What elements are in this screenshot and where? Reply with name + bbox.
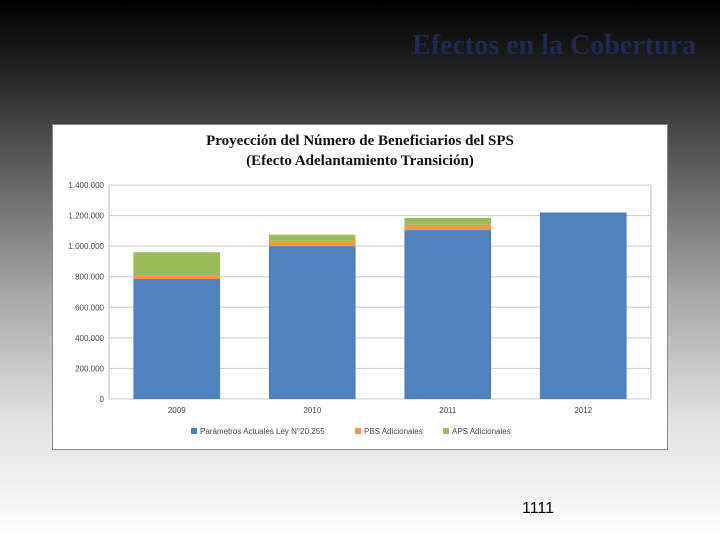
x-tick-label: 2011: [439, 406, 457, 415]
y-tick-label: 600.000: [75, 303, 104, 312]
legend-swatch: [443, 428, 449, 434]
x-tick-label: 2009: [168, 406, 186, 415]
bar-segment: [268, 246, 356, 399]
page-number: 1111: [522, 500, 555, 517]
legend-swatch: [355, 428, 361, 434]
legend-label: Parámetros Actuales Ley N°20.255: [200, 427, 325, 436]
y-tick-label: 800.000: [75, 273, 104, 282]
bar-segment: [404, 217, 492, 225]
legend-swatch: [191, 428, 197, 434]
bar-segment: [404, 224, 492, 231]
y-tick-label: 1.200.000: [68, 212, 104, 221]
chart-subtitle: (Efecto Adelantamiento Transición): [246, 153, 474, 169]
bar-segment: [539, 212, 627, 399]
legend-label: APS Adicionales: [452, 427, 511, 436]
slide-title: Efectos en la Cobertura: [412, 30, 696, 61]
bar-segment: [268, 234, 356, 241]
y-tick-label: 400.000: [75, 334, 104, 343]
bar-segment: [133, 279, 221, 399]
legend-label: PBS Adicionales: [364, 427, 423, 436]
bar-segment: [268, 240, 356, 247]
bar-segment: [133, 275, 221, 280]
x-tick-label: 2010: [303, 406, 321, 415]
x-tick-label: 2012: [574, 406, 592, 415]
bar-chart: 0 200.000 400.000 600.000 800.000 1.000.000 1.…: [68, 181, 652, 436]
y-tick-label: 200.000: [75, 364, 104, 373]
y-tick-label: 1.400.000: [68, 181, 104, 190]
y-tick-label: 1.000.000: [68, 242, 104, 251]
chart-panel: Proyección del Número de Beneficiarios d…: [52, 124, 668, 450]
bar-segment: [133, 252, 221, 276]
bar-segment: [404, 230, 492, 399]
chart-title: Proyección del Número de Beneficiarios d…: [206, 133, 514, 149]
y-tick-label: 0: [100, 395, 105, 404]
